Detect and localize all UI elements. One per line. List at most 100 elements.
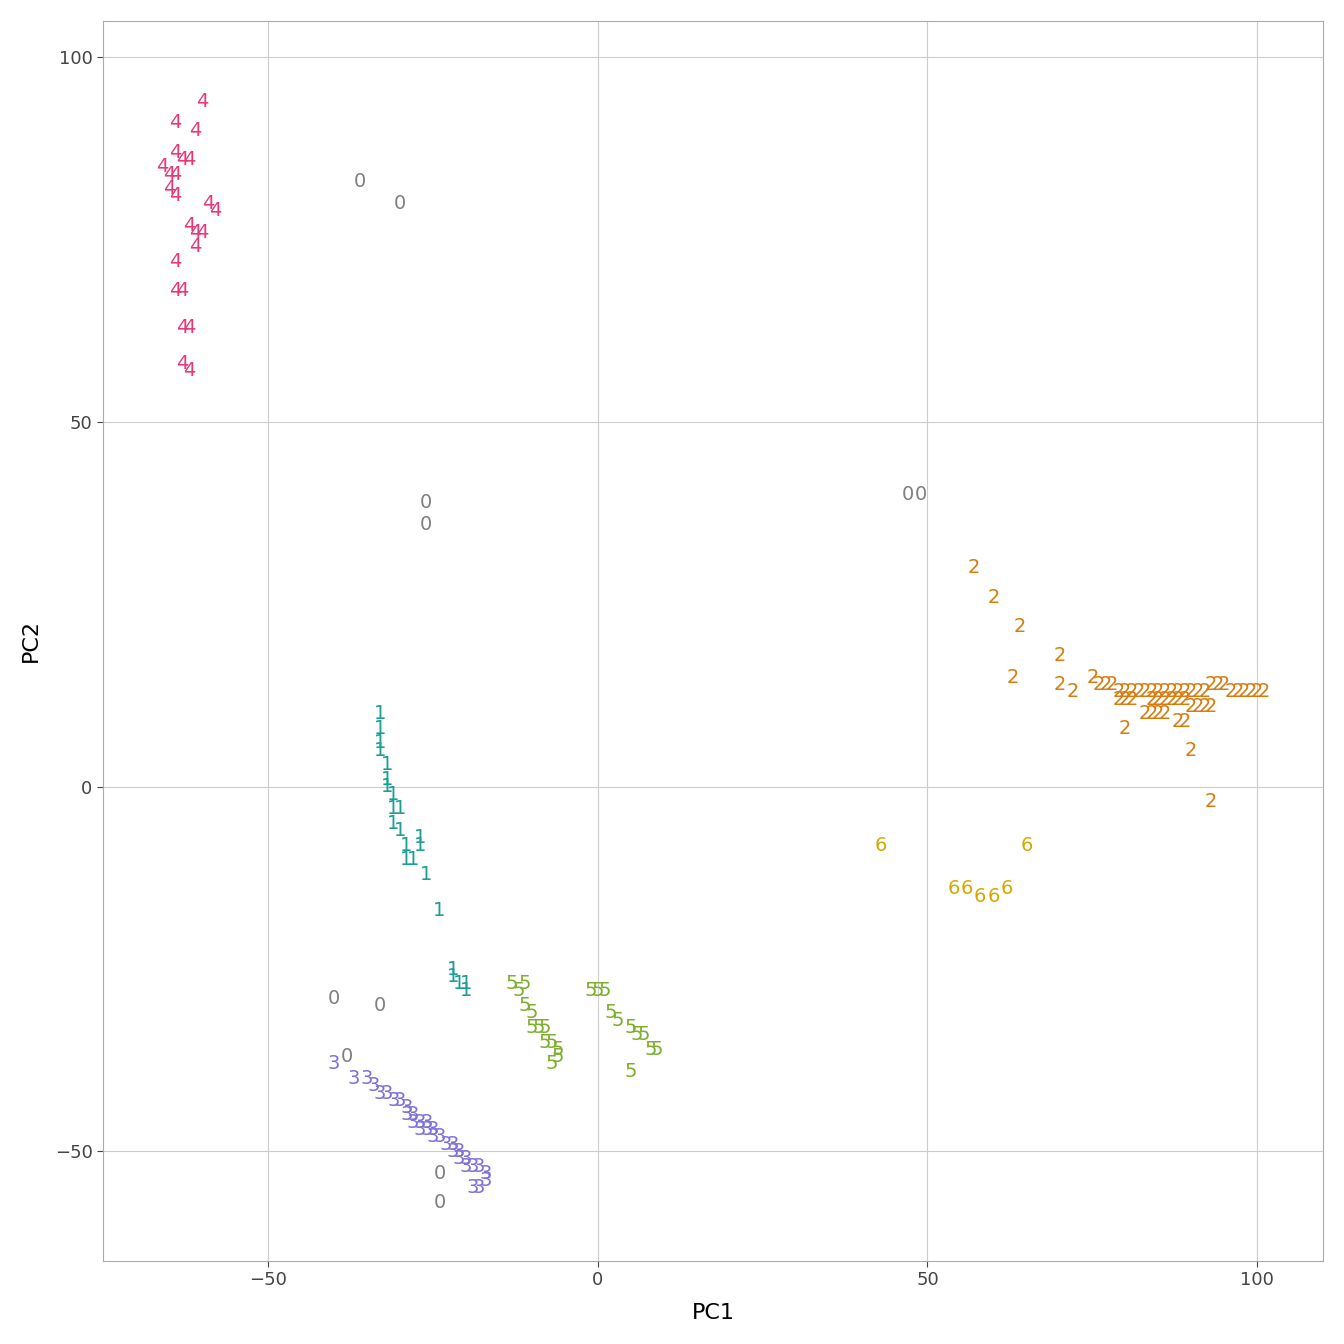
Text: 5: 5 [625, 1062, 637, 1081]
Text: 4: 4 [183, 151, 195, 169]
Text: 5: 5 [644, 1040, 657, 1059]
Text: 4: 4 [190, 238, 202, 257]
Text: 2: 2 [1211, 675, 1224, 694]
Text: 5: 5 [539, 1017, 551, 1038]
Text: 1: 1 [387, 813, 399, 833]
Text: 0: 0 [902, 485, 914, 504]
Text: 3: 3 [407, 1113, 419, 1132]
Text: 3: 3 [414, 1113, 426, 1132]
Text: 4: 4 [183, 317, 195, 337]
Text: 2: 2 [1145, 704, 1159, 723]
Text: 2: 2 [1165, 683, 1177, 702]
Text: 2: 2 [1145, 689, 1159, 708]
Text: 1: 1 [414, 836, 426, 855]
Text: 2: 2 [1179, 711, 1191, 731]
Text: 5: 5 [637, 1025, 650, 1044]
Text: 2: 2 [1231, 683, 1243, 702]
Text: 6: 6 [961, 879, 973, 898]
Text: 3: 3 [439, 1134, 452, 1153]
X-axis label: PC1: PC1 [692, 1304, 735, 1322]
Text: 3: 3 [433, 1128, 446, 1146]
Text: 2: 2 [1251, 683, 1263, 702]
Text: 1: 1 [446, 966, 458, 986]
Text: 6: 6 [988, 887, 1000, 906]
Text: 3: 3 [360, 1068, 374, 1089]
Text: 1: 1 [380, 777, 392, 796]
Text: 0: 0 [421, 493, 433, 512]
Text: 2: 2 [1138, 704, 1152, 723]
Text: 1: 1 [374, 734, 386, 753]
Text: 2: 2 [1054, 675, 1066, 694]
Text: 2: 2 [1172, 689, 1184, 708]
Text: 2: 2 [1172, 683, 1184, 702]
Text: 4: 4 [208, 202, 222, 220]
Text: 3: 3 [473, 1179, 485, 1198]
Text: 2: 2 [1224, 683, 1236, 702]
Text: 2: 2 [1086, 668, 1098, 687]
Text: 0: 0 [421, 515, 433, 534]
Text: 2: 2 [1258, 683, 1270, 702]
Text: 3: 3 [421, 1120, 433, 1140]
Text: 4: 4 [163, 179, 175, 198]
Text: 3: 3 [394, 1091, 406, 1110]
Y-axis label: PC2: PC2 [22, 620, 40, 663]
Text: 2: 2 [1120, 683, 1132, 702]
Text: 4: 4 [183, 362, 195, 380]
Text: 3: 3 [460, 1149, 472, 1168]
Text: 4: 4 [169, 253, 181, 271]
Text: 2: 2 [1152, 704, 1164, 723]
Text: 3: 3 [401, 1106, 413, 1125]
Text: 6: 6 [875, 836, 887, 855]
Text: 2: 2 [1120, 689, 1132, 708]
Text: 2: 2 [1007, 668, 1019, 687]
Text: 4: 4 [190, 223, 202, 242]
Text: 3: 3 [446, 1142, 458, 1161]
Text: 2: 2 [1238, 683, 1250, 702]
Text: 1: 1 [387, 800, 399, 818]
Text: 2: 2 [1093, 675, 1105, 694]
Text: 5: 5 [526, 1004, 538, 1023]
Text: 2: 2 [1152, 689, 1164, 708]
Text: 2: 2 [1165, 689, 1177, 708]
Text: 2: 2 [1152, 683, 1164, 702]
Text: 2: 2 [1179, 689, 1191, 708]
Text: 2: 2 [1113, 689, 1125, 708]
Text: 0: 0 [374, 996, 386, 1015]
Text: 2: 2 [1126, 689, 1138, 708]
Text: 4: 4 [203, 194, 215, 212]
Text: 4: 4 [176, 151, 188, 169]
Text: 5: 5 [585, 981, 597, 1000]
Text: 3: 3 [380, 1083, 392, 1102]
Text: 2: 2 [1066, 683, 1079, 702]
Text: 2: 2 [1185, 683, 1198, 702]
Text: 2: 2 [1204, 792, 1218, 810]
Text: 2: 2 [1245, 683, 1257, 702]
Text: 5: 5 [605, 1004, 617, 1023]
Text: 1: 1 [374, 719, 386, 738]
Text: 6: 6 [1000, 879, 1013, 898]
Text: 2: 2 [988, 587, 1000, 606]
Text: 5: 5 [519, 974, 531, 993]
Text: 1: 1 [401, 836, 413, 855]
Text: 5: 5 [598, 981, 610, 1000]
Text: 1: 1 [453, 974, 465, 993]
Text: 2: 2 [1132, 683, 1145, 702]
Text: 0: 0 [915, 485, 927, 504]
Text: 1: 1 [374, 704, 386, 723]
Text: 4: 4 [196, 223, 208, 242]
Text: 5: 5 [526, 1017, 538, 1038]
Text: 1: 1 [460, 981, 472, 1000]
Text: 4: 4 [169, 142, 181, 161]
Text: 2: 2 [1120, 719, 1132, 738]
Text: 3: 3 [453, 1149, 465, 1168]
Text: 1: 1 [387, 785, 399, 804]
Text: 3: 3 [367, 1077, 379, 1095]
Text: 6: 6 [974, 887, 986, 906]
Text: 1: 1 [407, 851, 419, 870]
Text: 2: 2 [1179, 683, 1191, 702]
Text: 3: 3 [328, 1055, 340, 1074]
Text: 2: 2 [1159, 683, 1171, 702]
Text: 2: 2 [1204, 698, 1218, 716]
Text: 1: 1 [460, 974, 472, 993]
Text: 2: 2 [1185, 698, 1198, 716]
